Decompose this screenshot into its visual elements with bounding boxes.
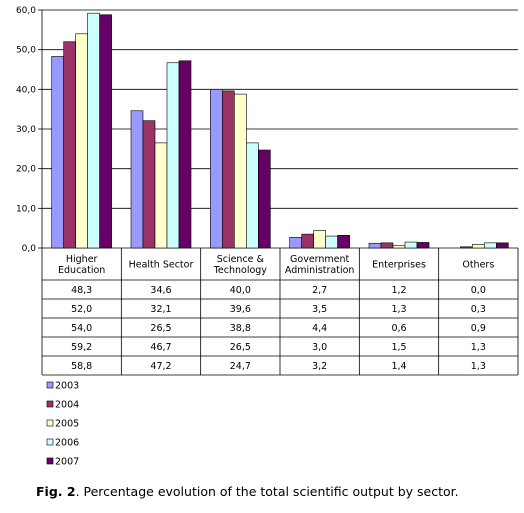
y-axis: 0,0 10,0 20,0 30,0 40,0 50,0 60,0 — [16, 6, 43, 254]
bar-2005-1 — [154, 142, 168, 249]
gridlines — [42, 9, 518, 249]
y-tick-label: 20,0 — [16, 165, 36, 175]
y-tick-label: 10,0 — [16, 204, 36, 214]
data-label-2006: 3,0 — [312, 342, 327, 353]
bar-2005-2 — [234, 93, 247, 249]
bar-2004-5 — [460, 246, 473, 249]
bar-2004-0 — [63, 41, 76, 249]
bar-2007-0 — [99, 14, 112, 249]
caption-text: . Percentage evolution of the total scie… — [75, 484, 459, 499]
bar-2005-0 — [75, 33, 88, 249]
data-label-2007: 1,3 — [471, 361, 486, 372]
legend-label-2004: 2004 — [55, 400, 79, 411]
bar-2005-5 — [472, 244, 485, 249]
bar-2003-3 — [289, 236, 302, 249]
category-label: Administration — [285, 265, 355, 276]
category-label: Others — [462, 260, 494, 271]
data-label-2003: 48,3 — [71, 285, 92, 296]
legend-swatch-2007 — [46, 457, 54, 465]
bar-2004-2 — [222, 90, 235, 249]
bar-2006-0 — [87, 12, 100, 249]
bar-2007-5 — [496, 242, 509, 249]
data-label-2004: 3,5 — [312, 304, 327, 315]
legend-swatch-2003 — [46, 381, 54, 389]
category-label: Higher — [66, 254, 98, 265]
data-label-2004: 52,0 — [71, 304, 92, 315]
y-tick-label: 30,0 — [16, 125, 36, 135]
legend-label-2007: 2007 — [55, 457, 79, 468]
bar-2007-4 — [416, 242, 430, 249]
data-label-2005: 4,4 — [312, 323, 327, 334]
bar-2006-4 — [404, 241, 418, 249]
data-label-2003: 1,2 — [391, 285, 406, 296]
y-tick-label: 60,0 — [16, 6, 36, 16]
bar-2006-1 — [166, 62, 180, 249]
y-tick-label: 0,0 — [22, 244, 37, 254]
legend-label-2003: 2003 — [55, 381, 79, 392]
bar-2007-2 — [258, 149, 271, 249]
data-label-2007: 47,2 — [150, 361, 171, 372]
data-label-2005: 0,9 — [471, 323, 486, 334]
bars — [51, 12, 509, 249]
category-label: Enterprises — [372, 260, 426, 271]
category-label: Government — [290, 254, 350, 265]
bar-2004-4 — [380, 242, 394, 249]
data-label-2006: 1,3 — [471, 342, 486, 353]
data-label-2005: 26,5 — [150, 323, 171, 334]
data-label-2004: 39,6 — [230, 304, 251, 315]
data-label-2007: 3,2 — [312, 361, 327, 372]
data-label-2003: 2,7 — [312, 285, 327, 296]
data-label-2007: 58,8 — [71, 361, 92, 372]
legend-swatch-2005 — [46, 419, 54, 427]
legend-label-2006: 2006 — [55, 438, 79, 449]
data-label-2006: 59,2 — [71, 342, 92, 353]
bar-2003-2 — [210, 89, 223, 249]
data-label-2005: 54,0 — [71, 323, 92, 334]
data-label-2007: 1,4 — [391, 361, 406, 372]
bar-2005-4 — [392, 245, 406, 249]
legend-swatch-2006 — [46, 438, 54, 446]
bar-2003-0 — [51, 56, 64, 249]
data-label-2004: 32,1 — [150, 304, 171, 315]
bar-chart: 0,0 10,0 20,0 30,0 40,0 50,0 60,0 HigherEducat… — [16, 6, 519, 468]
bar-2004-1 — [142, 120, 156, 249]
bar-2006-3 — [325, 235, 338, 249]
category-label: Education — [58, 265, 105, 276]
bar-2006-2 — [246, 142, 259, 249]
data-label-2003: 0,0 — [471, 285, 486, 296]
category-label: Health Sector — [129, 260, 194, 271]
bar-2004-3 — [301, 233, 314, 249]
legend-label-2005: 2005 — [55, 419, 79, 430]
data-label-2004: 0,3 — [471, 304, 486, 315]
caption-label: Fig. 2 — [36, 484, 76, 499]
bar-2003-4 — [368, 242, 382, 249]
data-label-2006: 46,7 — [150, 342, 171, 353]
category-label: Science & — [217, 254, 265, 265]
y-tick-label: 50,0 — [16, 46, 36, 56]
data-label-2005: 0,6 — [391, 323, 406, 334]
bar-2003-1 — [130, 110, 144, 249]
bar-2007-1 — [178, 60, 192, 249]
bar-2007-3 — [337, 235, 350, 249]
bar-2005-3 — [313, 230, 326, 249]
legend: 2003 2004 2005 2006 2007 — [46, 381, 79, 468]
legend-swatch-2004 — [46, 400, 54, 408]
data-label-2007: 24,7 — [230, 361, 251, 372]
figure-caption: Fig. 2. Percentage evolution of the tota… — [36, 484, 459, 499]
bar-2006-5 — [484, 242, 497, 249]
y-tick-label: 40,0 — [16, 85, 36, 95]
data-label-2003: 34,6 — [150, 285, 171, 296]
data-label-2005: 38,8 — [230, 323, 251, 334]
data-label-2003: 40,0 — [230, 285, 251, 296]
category-label: Technology — [213, 265, 268, 276]
data-label-2006: 1,5 — [391, 342, 406, 353]
data-label-2006: 26,5 — [230, 342, 251, 353]
data-label-2004: 1,3 — [391, 304, 406, 315]
